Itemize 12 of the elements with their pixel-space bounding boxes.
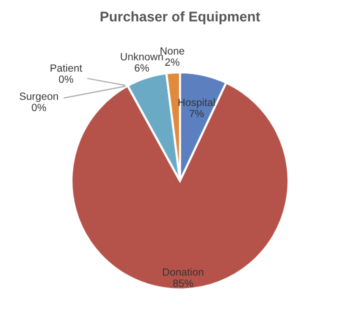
category-label: Surgeon [20, 92, 58, 102]
chart-title: Purchaser of Equipment [100, 11, 260, 24]
data-label: 6% [134, 64, 149, 72]
data-label: 7% [190, 110, 204, 118]
data-label: 2% [165, 58, 180, 66]
category-label: Patient [50, 64, 82, 72]
text: 0% [32, 104, 46, 112]
data-label: 85% [173, 280, 194, 287]
text: 0% [58, 76, 74, 83]
slice-label: None [160, 47, 184, 55]
slice-label: Donation [163, 268, 204, 276]
slice-label: Unknown [120, 52, 163, 60]
